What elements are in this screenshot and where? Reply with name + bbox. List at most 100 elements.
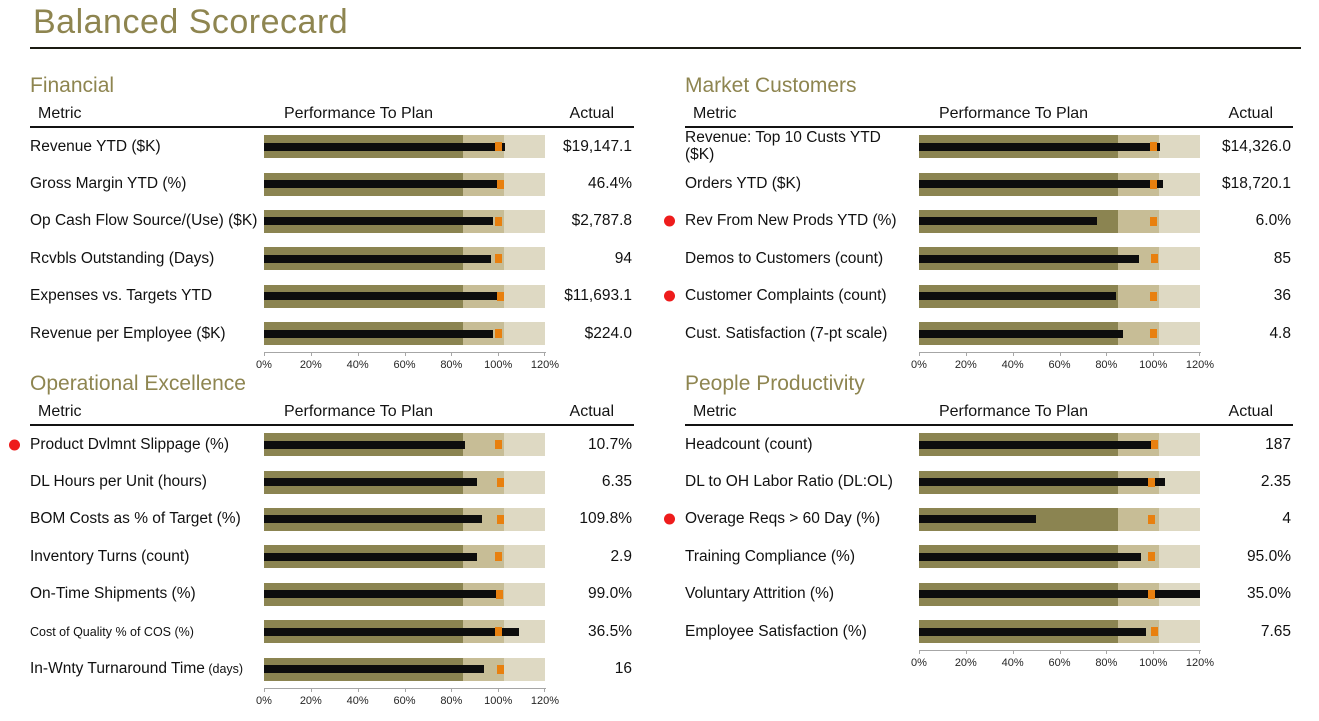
table-row: DL Hours per Unit (hours) 6.35 (30, 463, 634, 500)
axis-tick-label: 120% (1185, 657, 1215, 670)
column-header-actual: Actual (569, 403, 614, 420)
actual-value: 6.35 (601, 473, 632, 491)
target-marker (1149, 142, 1157, 152)
table-row: Cust. Satisfaction (7-pt scale) 4.8 (685, 315, 1293, 352)
metric-label: Training Compliance (%) (685, 547, 855, 565)
band-high (504, 322, 545, 346)
band-high (504, 172, 545, 196)
column-header-metric: Metric (693, 105, 737, 122)
band-high (504, 284, 545, 308)
actual-value: 36 (1273, 287, 1291, 305)
axis-tick-label: 40% (346, 694, 369, 707)
actual-value: 2.9 (610, 547, 632, 565)
section-title: People Productivity (685, 372, 865, 395)
axis-tick-label: 0% (911, 359, 927, 372)
band-high (1159, 172, 1200, 196)
axis-tick (965, 650, 967, 655)
target-marker (1150, 254, 1158, 264)
actual-value: 95.0% (1247, 547, 1291, 565)
target-marker (1148, 477, 1156, 487)
bullet-chart (264, 657, 545, 681)
metric-label: BOM Costs as % of Target (%) (30, 510, 241, 528)
metric-rows: Headcount (count) 187 DL to OH Labor Rat… (664, 426, 1293, 650)
axis-tick (1012, 650, 1014, 655)
target-marker (497, 179, 504, 189)
value-bar (919, 440, 1151, 449)
metric-label: Expenses vs. Targets YTD (30, 287, 213, 305)
axis-tick (404, 352, 406, 357)
bullet-chart (919, 545, 1200, 569)
band-high (504, 620, 545, 644)
band-high (1159, 545, 1200, 569)
target-marker (497, 514, 504, 524)
column-header-metric: Metric (693, 403, 737, 420)
axis-tick-label: 0% (256, 694, 272, 707)
metric-label: Customer Complaints (count) (685, 287, 887, 305)
actual-value: 94 (614, 249, 632, 267)
metric-rows: Product Dvlmnt Slippage (%) 10.7% DL Hou… (9, 426, 634, 688)
axis-tick (310, 352, 312, 357)
axis-tick (1012, 352, 1014, 357)
section-title: Market Customers (685, 74, 857, 97)
band-high (1159, 284, 1200, 308)
table-row: Headcount (count) 187 (685, 426, 1293, 463)
metric-label: On-Time Shipments (%) (30, 585, 196, 603)
target-marker (494, 627, 502, 637)
bullet-chart (919, 582, 1200, 606)
actual-value: 85 (1273, 249, 1291, 267)
target-marker (1149, 216, 1157, 226)
section-title: Operational Excellence (30, 372, 246, 395)
metric-label: In-Wnty Turnaround Time (days) (30, 660, 244, 678)
axis-tick (1199, 352, 1200, 357)
target-marker (497, 664, 504, 674)
bullet-chart (264, 135, 545, 159)
value-bar (264, 552, 478, 561)
bullet-chart (264, 470, 545, 494)
metric-label: Revenue per Employee ($K) (30, 324, 226, 342)
band-high (504, 135, 545, 159)
table-row: Cost of Quality % of COS (%) 36.5% (30, 613, 634, 650)
table-row: Overage Reqs > 60 Day (%) 4 (664, 501, 1293, 538)
value-bar (264, 627, 520, 636)
axis-tick-label: 80% (440, 359, 463, 372)
value-bar (919, 478, 1165, 487)
axis-tick (357, 687, 359, 692)
target-marker (494, 329, 502, 339)
table-row: On-Time Shipments (%) 99.0% (30, 576, 634, 613)
target-marker (1148, 514, 1156, 524)
metric-label: Inventory Turns (count) (30, 547, 190, 565)
value-bar (264, 478, 478, 487)
actual-value: 2.35 (1260, 473, 1291, 491)
axis-tick (498, 687, 500, 692)
target-marker (496, 291, 504, 301)
page-title: Balanced Scorecard (33, 3, 349, 41)
bullet-chart (264, 322, 545, 346)
axis-tick-label: 120% (530, 694, 560, 707)
axis-tick-label: 100% (1139, 359, 1168, 372)
metric-label: Gross Margin YTD (%) (30, 175, 187, 193)
band-high (1159, 433, 1200, 457)
metric-label: Rev From New Prods YTD (%) (685, 212, 897, 230)
table-row: Voluntary Attrition (%) 35.0% (685, 576, 1293, 613)
bullet-chart (264, 433, 545, 457)
bullet-chart (264, 284, 545, 308)
actual-value: 99.0% (588, 585, 632, 603)
band-high (1159, 470, 1200, 494)
axis-tick (544, 687, 545, 692)
band-mid (1118, 507, 1159, 531)
actual-value: 109.8% (579, 510, 632, 528)
table-row: In-Wnty Turnaround Time (days) 16 (30, 650, 634, 687)
value-bar (264, 142, 506, 151)
band-high (1159, 322, 1200, 346)
metric-label: Cost of Quality % of COS (%) (30, 624, 194, 639)
target-marker (1148, 589, 1156, 599)
scorecard-quadrant: Financial Metric Performance To Plan Act… (30, 73, 634, 380)
section-title: Financial (30, 74, 115, 97)
actual-value: 7.65 (1260, 622, 1291, 640)
table-row: Customer Complaints (count) 36 (664, 278, 1293, 315)
axis-tick (1199, 650, 1200, 655)
metric-label: Headcount (count) (685, 435, 813, 453)
value-bar (264, 329, 494, 338)
table-row: Rev From New Prods YTD (%) 6.0% (664, 203, 1293, 240)
